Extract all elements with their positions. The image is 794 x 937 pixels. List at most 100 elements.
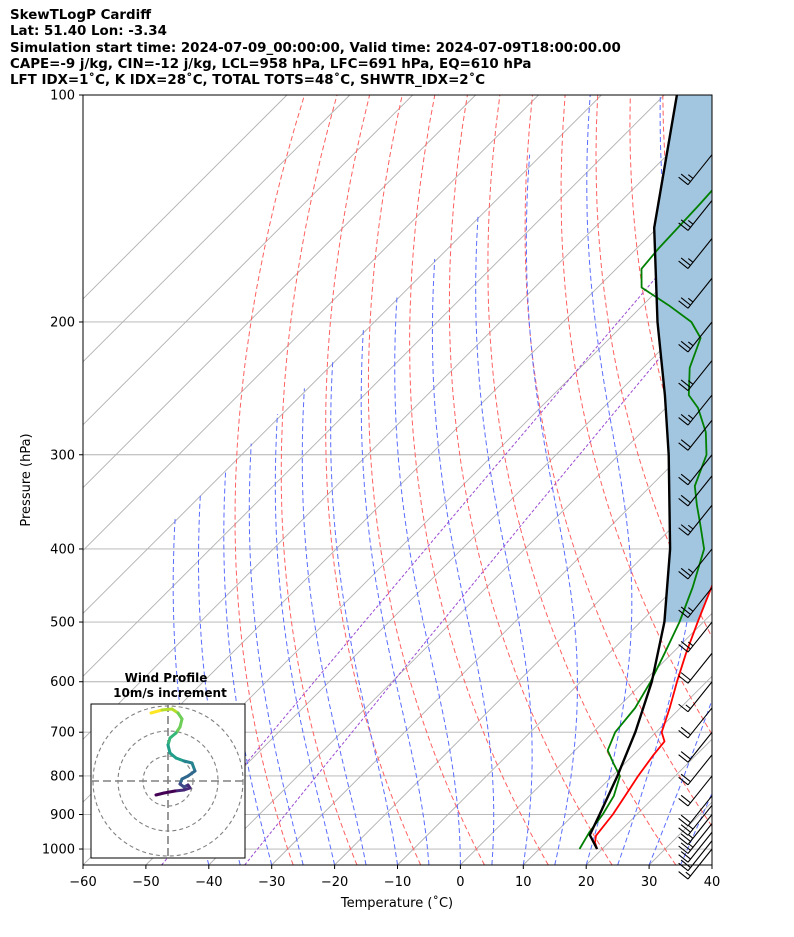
- hodograph-trace-segment: [173, 788, 186, 793]
- wind-barb: [678, 587, 713, 618]
- wind-barb: [678, 277, 713, 309]
- wind-barb-staff: [687, 795, 713, 827]
- wind-barb: [678, 731, 713, 763]
- y-tick-label: 500: [50, 616, 75, 631]
- wind-barb-staff: [687, 277, 713, 309]
- wind-barb-staff: [687, 707, 713, 739]
- wind-barb-flag: [678, 798, 689, 807]
- wind-barb: [678, 394, 713, 426]
- wind-barb-flag: [680, 379, 691, 388]
- hodograph-trace-segment: [154, 791, 166, 797]
- wind-barb-staff: [687, 454, 713, 486]
- wind-barb: [678, 848, 713, 880]
- wind-barb: [678, 154, 713, 186]
- x-tick-label: −10: [384, 875, 411, 890]
- wind-barb-half-flag: [687, 524, 694, 530]
- x-tick-label: −30: [258, 875, 285, 890]
- moist-adiabat-line: [431, 258, 495, 865]
- wind-barb-flag: [678, 382, 689, 391]
- wind-barb-flag: [678, 836, 689, 845]
- plot-area: [83, 95, 794, 865]
- wind-barb-flag: [680, 173, 691, 183]
- wind-barb: [678, 454, 713, 486]
- wind-barb-flag: [680, 824, 691, 833]
- moist-adiabat-line: [744, 95, 794, 865]
- wind-barb-flag: [680, 473, 691, 483]
- wind-barb: [678, 475, 713, 507]
- dry-adiabat-line: [761, 95, 794, 865]
- wind-barb-staff: [687, 360, 713, 391]
- wind-barb-staff: [687, 840, 713, 872]
- isotherm-line: [145, 298, 712, 865]
- title-indices-2: LFT IDX=1˚C, K IDX=28˚C, TOTAL TOTS=48˚C…: [10, 73, 486, 89]
- wind-barb: [678, 621, 713, 653]
- mixing-ratio-line: [161, 211, 712, 865]
- x-tick-label: 30: [641, 875, 658, 890]
- moist-adiabat-line: [711, 863, 712, 865]
- y-tick-label: 100: [50, 89, 75, 104]
- wind-barb: [678, 419, 713, 451]
- wind-barb: [678, 754, 713, 786]
- moist-adiabat-line: [330, 360, 398, 865]
- wind-barb-half-flag: [687, 414, 694, 420]
- wind-barb-flag: [680, 414, 691, 423]
- wind-barb-flag: [678, 609, 689, 618]
- wind-barb-flag: [678, 260, 689, 269]
- wind-barb-half-flag: [687, 174, 694, 179]
- wind-barb-flag: [680, 606, 691, 615]
- wind-barb-flag: [680, 672, 691, 681]
- moist-adiabat-line: [394, 296, 461, 865]
- wind-barb-staff: [687, 814, 713, 845]
- dry-adiabat-line: [560, 95, 712, 736]
- hodograph-title: Wind Profile: [125, 671, 208, 685]
- x-tick-label: −50: [132, 875, 159, 890]
- wind-barb-staff: [687, 621, 713, 653]
- wind-barb-flag: [680, 640, 691, 650]
- wind-barb-flag: [680, 814, 691, 824]
- wind-barb-staff: [687, 548, 713, 580]
- wind-barb-staff: [687, 754, 713, 786]
- wind-barb: [678, 238, 713, 269]
- isotherm-line: [83, 95, 414, 426]
- wind-barb: [678, 200, 713, 231]
- x-tick-label: −60: [69, 875, 96, 890]
- y-tick-label: 600: [50, 675, 75, 690]
- moist-adiabat-line: [248, 443, 304, 865]
- wind-barb-half-flag: [685, 871, 691, 877]
- wind-barb: [678, 360, 713, 391]
- wind-barb-flag: [680, 859, 691, 869]
- wind-barb-flag: [678, 827, 689, 836]
- wind-barb-staff: [687, 775, 713, 807]
- dry-adiabat-line: [409, 95, 549, 865]
- wind-barb: [678, 775, 713, 807]
- wind-barb-half-flag: [687, 607, 694, 612]
- wind-barb-half-flag: [687, 834, 694, 839]
- hodograph-trace-segment: [149, 708, 164, 715]
- wind-barb-flag: [678, 476, 689, 486]
- wind-barb-flag: [678, 776, 689, 786]
- hodograph-trace-segment: [160, 707, 174, 712]
- wind-barb-flag: [680, 257, 691, 266]
- isotherm-line: [334, 486, 712, 865]
- mixing-ratio-line: [244, 294, 712, 865]
- chart-title-block: SkewTLogP Cardiff Lat: 51.40 Lon: -3.34 …: [10, 8, 621, 89]
- dewpoint-profile-line: [578, 189, 712, 850]
- axes: −60 −50 −40 −30 −20 −10 0 10 20 30 40 1000 900 800 700…: [42, 89, 720, 891]
- wind-barb-flag: [680, 439, 691, 448]
- title-station: SkewTLogP Cardiff: [10, 8, 152, 23]
- wind-barb: [678, 840, 713, 872]
- wind-barb-staff: [687, 154, 713, 186]
- wind-barb-flag: [678, 703, 689, 713]
- dry-adiabat-line: [487, 95, 677, 865]
- dry-adiabat-line: [325, 95, 422, 865]
- wind-barb: [678, 548, 713, 580]
- wind-barb-flag: [678, 862, 689, 872]
- wind-barb-half-flag: [687, 641, 694, 647]
- isotherm-line: [83, 95, 351, 363]
- wind-barb-staff: [687, 419, 713, 451]
- wind-barb-flag: [680, 524, 691, 533]
- wind-barb: [678, 804, 713, 836]
- title-location: Lat: 51.40 Lon: -3.34: [10, 24, 167, 40]
- wind-barb-half-flag: [687, 843, 694, 848]
